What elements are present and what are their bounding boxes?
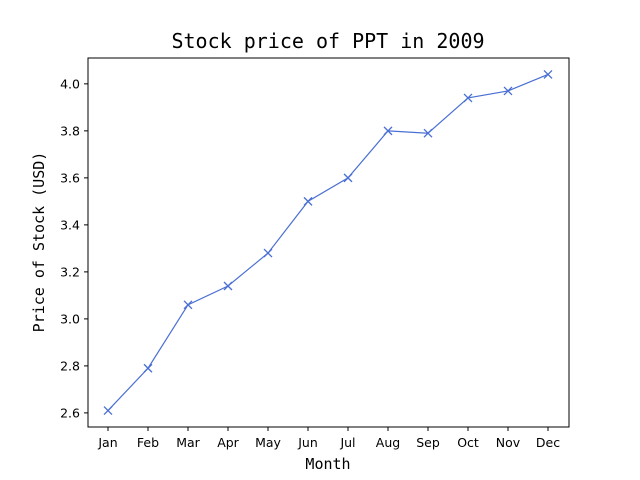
y-tick-label: 4.0	[60, 76, 80, 91]
x-tick-label: Jan	[97, 435, 117, 450]
data-point-marker	[103, 406, 113, 416]
x-tick-label: May	[255, 435, 281, 450]
data-point-marker	[423, 128, 433, 138]
x-tick-label: Nov	[496, 435, 521, 450]
y-tick-label: 2.8	[60, 358, 80, 373]
x-tick-label: Sep	[416, 435, 440, 450]
data-point-marker	[503, 86, 513, 96]
data-point-marker	[383, 126, 393, 136]
data-point-marker	[463, 93, 473, 103]
chart-title: Stock price of PPT in 2009	[171, 29, 484, 53]
x-tick-label: Mar	[176, 435, 200, 450]
data-point-marker	[183, 300, 193, 310]
plot-frame	[87, 57, 570, 428]
x-axis-label: Month	[305, 455, 350, 473]
data-point-marker	[303, 196, 313, 206]
x-tick-label: Dec	[536, 435, 560, 450]
y-tick-label: 2.6	[60, 405, 80, 420]
y-axis-label: Price of Stock (USD)	[30, 152, 48, 333]
y-tick-label: 3.0	[60, 311, 80, 326]
x-tick-label: Jun	[297, 435, 318, 450]
x-tick-label: Aug	[376, 435, 400, 450]
y-tick-label: 3.2	[60, 264, 80, 279]
y-tick-label: 3.6	[60, 170, 80, 185]
x-axis-ticks: Jan Feb Mar Apr May Jun Jul Aug Sep Oct Nov Dec	[97, 427, 560, 450]
data-point-marker	[543, 69, 553, 79]
x-tick-label: Jul	[339, 435, 355, 450]
x-tick-label: Feb	[137, 435, 159, 450]
y-axis-ticks: 2.6 2.8 3.0 3.2 3.4 3.6 3.8 4.0	[60, 76, 88, 420]
data-point-marker	[223, 281, 233, 291]
x-tick-label: Apr	[217, 435, 239, 450]
y-tick-label: 3.8	[60, 123, 80, 138]
y-tick-label: 3.4	[60, 217, 80, 232]
data-point-marker	[143, 363, 153, 373]
data-point-marker	[343, 173, 353, 183]
series-line	[107, 73, 549, 411]
series-layer	[103, 69, 553, 416]
x-tick-label: Oct	[457, 435, 479, 450]
data-point-marker	[263, 248, 273, 258]
